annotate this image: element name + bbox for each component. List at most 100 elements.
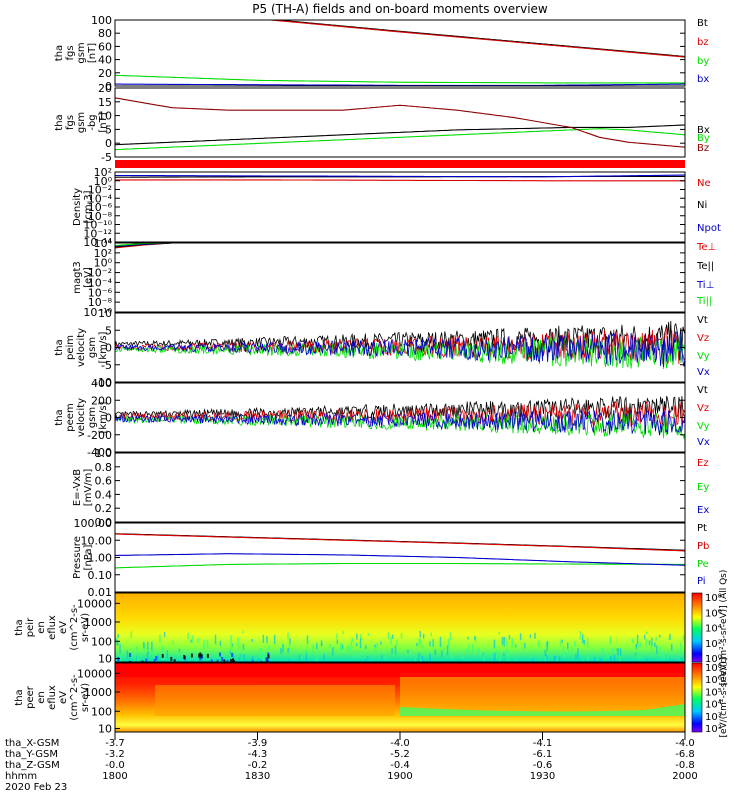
ytick-label: 10⁰: [94, 175, 113, 188]
series-pressure-1: [115, 533, 685, 552]
x-row-label: tha_X-GSM: [5, 738, 59, 749]
x-row-value: -3.2: [105, 749, 125, 760]
ylabel-line: en: [36, 621, 47, 634]
legend-efield-1: Ey: [697, 482, 709, 493]
ylabel-line: gsm: [87, 337, 98, 358]
colorbar-tick: 10²: [705, 724, 722, 735]
legend-pressure-0: Pt: [697, 523, 707, 534]
legend-density-1: Ni: [697, 200, 707, 211]
ytick-label: 10.00: [81, 534, 113, 547]
ytick-label: 1.00: [88, 552, 113, 565]
x-row-value: 1830: [245, 771, 270, 782]
ytick-label: 1000: [84, 686, 112, 699]
ytick-label: -200: [87, 429, 112, 442]
ylabel-line: gsm: [76, 112, 87, 133]
series-fgs-2: [115, 74, 685, 84]
ylabel-line: magt3: [72, 261, 83, 294]
ylabel-line: en: [36, 691, 47, 704]
panel-pressure: 100.00 10.00 1.00 0.10 0.01 Pt Pb Pe Pi Pressure[…: [72, 517, 709, 599]
series-density-2: [115, 174, 685, 178]
legend-peim_vel-0: Vt: [697, 315, 708, 326]
x-row-value: -0.2: [248, 760, 268, 771]
series-peem_vel-0: [115, 395, 685, 419]
legend-fgs-0: Bt: [697, 18, 708, 29]
ytick-label: 400: [91, 377, 112, 390]
ytick-label: 0.10: [88, 569, 113, 582]
ylabel-line: eV: [58, 621, 69, 634]
x-row-value: -6.8: [675, 749, 695, 760]
colorbar-tick: 10⁸: [705, 593, 722, 604]
ytick-label: 15: [98, 96, 112, 109]
ylabel-line: tha: [54, 409, 65, 425]
ytick-label: 10⁻¹⁴: [83, 236, 112, 249]
legend-peem_vel-0: Vt: [697, 385, 708, 396]
x-row-value: -4.0: [675, 738, 695, 749]
ytick-label: 200: [91, 394, 112, 407]
legend-temperature-1: Te||: [696, 261, 714, 272]
legend-fgs-3: bx: [697, 74, 709, 85]
ylabel-line: (cm^2-s-: [69, 604, 80, 651]
colorbar-peer: [691, 662, 703, 733]
x-row-value: -5.2: [390, 749, 410, 760]
ytick-label: -5: [101, 359, 112, 372]
ylabel-line: [eV]: [83, 267, 94, 288]
x-row-value: 1800: [102, 771, 127, 782]
ytick-label: 60: [98, 40, 112, 53]
ylabel-line: [mV/m]: [83, 469, 94, 507]
legend-fgs_dsl-2: Bz: [697, 143, 709, 154]
ytick-label: 10⁴: [94, 237, 113, 250]
ylabel-line: gsm: [87, 407, 98, 428]
x-row-value: -4.3: [248, 749, 268, 760]
ytick-label: 100: [91, 14, 112, 27]
series-fgs-1: [265, 20, 685, 58]
ytick-label: 10⁻¹⁰: [83, 306, 112, 319]
ytick-label: 10²: [94, 166, 112, 179]
ylabel-line: [nT]: [87, 43, 98, 63]
legend-fgs_dsl-1: By: [697, 133, 710, 144]
legend-pressure-1: Pb: [697, 541, 709, 552]
series-peim_vel-0: [115, 320, 685, 353]
series-fgs_dsl-2: [115, 97, 685, 148]
ytick-label: 1.0: [95, 447, 113, 460]
ylabel-line: tha: [14, 619, 25, 635]
ylabel-line: velocity: [76, 328, 87, 367]
ytick-label: 0.8: [95, 461, 113, 474]
series-peem_vel-3: [115, 408, 685, 436]
ylabel-line: peir: [25, 617, 36, 637]
colorbar-tick: 10⁰: [705, 654, 722, 665]
ytick-label: 10: [98, 110, 112, 123]
legend-efield-2: Ex: [697, 505, 709, 516]
ytick-label: 10⁻⁶: [88, 201, 113, 214]
ylabel-line: tha: [54, 45, 65, 61]
ytick-label: 20: [98, 67, 112, 80]
ylabel-line: tha: [54, 339, 65, 355]
ylabel-line: eV: [58, 691, 69, 704]
colorbar-tick: 10⁴: [705, 700, 722, 711]
ytick-label: 5: [105, 123, 112, 136]
x-row-label: hhmm: [5, 771, 37, 782]
ytick-label: 10⁻⁴: [88, 276, 113, 289]
ytick-label: 5: [105, 324, 112, 337]
series-peim_vel-3: [115, 331, 685, 368]
legend-efield-0: Ez: [697, 458, 709, 469]
ytick-label: 10⁻⁸: [88, 210, 113, 223]
ytick-label: 0: [105, 80, 112, 93]
ytick-label: 10⁻¹⁰: [83, 219, 112, 232]
panel-peim_vel: 10 5 0 -5 -10 Vt Vz Vy Vx tha peim velocity gsm [km/s…: [54, 307, 710, 389]
ytick-label: 0: [105, 342, 112, 355]
ytick-label: -400: [87, 446, 112, 459]
ylabel-line: eflux: [47, 615, 58, 640]
ylabel-line: [km/s]: [98, 331, 109, 363]
series-pressure-2: [115, 562, 685, 569]
x-row-value: -4.1: [533, 738, 553, 749]
ytick-label: 100: [91, 705, 112, 718]
ytick-label: 20: [98, 82, 112, 95]
colorbar-peir: [691, 592, 703, 663]
panel-peem_vel: 400 200 0 -200 -400 Vt Vz Vy Vx tha peem velocity gs…: [54, 377, 710, 459]
ytick-label: -5: [101, 151, 112, 164]
ytick-label: 10²: [94, 247, 112, 260]
ytick-label: 0.4: [95, 488, 113, 501]
